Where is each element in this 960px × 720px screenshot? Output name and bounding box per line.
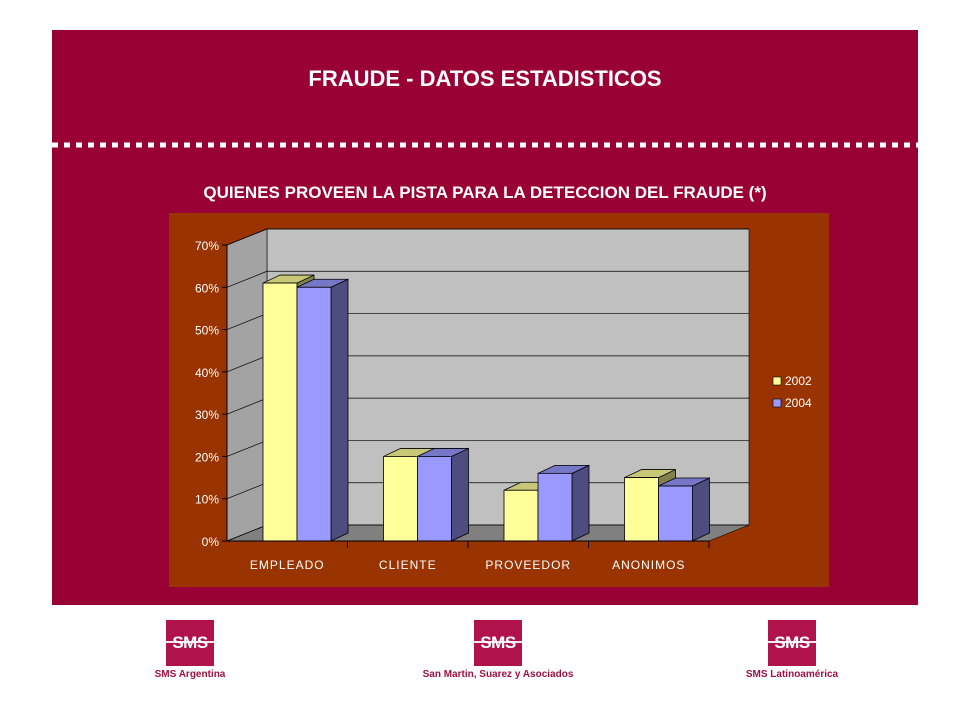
bar-side-2004-cliente: [451, 447, 469, 542]
bar-2004-cliente: [417, 456, 452, 542]
gridline: [226, 270, 749, 288]
bar-2004-proveedor: [537, 472, 573, 542]
x-tick-label: EMPLEADO: [250, 558, 325, 572]
x-tick-label: PROVEEDOR: [485, 558, 571, 572]
y-tick-label: 70%: [195, 239, 219, 253]
legend-label-2002: 2002: [785, 374, 812, 388]
bar-2004-empleado: [296, 286, 332, 542]
y-tick-label: 50%: [195, 324, 219, 338]
y-tick-label: 10%: [195, 493, 219, 507]
bar-2004-anonimos: [658, 485, 693, 542]
sms-logo-mark: SMS: [166, 620, 214, 666]
y-tick-label: 30%: [195, 408, 219, 422]
chart-subtitle: QUIENES PROVEEN LA PISTA PARA LA DETECCI…: [203, 183, 767, 202]
x-tick-label: ANONIMOS: [612, 558, 685, 572]
logo-sms-san-martin: SMS San Martin, Suarez y Asociados: [388, 620, 608, 680]
bar-2002-proveedor: [503, 489, 539, 542]
bar-chart: 0% 10% 20% 30% 40% 50% 60% 70% EMPLEADO CLIENTE PR…: [195, 228, 812, 572]
logo-caption: SMS Latinoamérica: [745, 669, 839, 680]
slide-title: FRAUDE - DATOS ESTADISTICOS: [308, 66, 662, 91]
legend-swatch-2002: [772, 376, 782, 386]
logo-sms-latinoamerica: SMS SMS Latinoamérica: [682, 620, 902, 680]
legend-label-2004: 2004: [785, 396, 812, 410]
bar-side-2004-proveedor: [571, 464, 590, 542]
bar-2002-anonimos: [624, 477, 659, 542]
logo-sms-argentina: SMS SMS Argentina: [80, 620, 300, 680]
bar-2002-empleado: [262, 282, 298, 542]
x-tick-label: CLIENTE: [379, 558, 437, 572]
gridline: [226, 228, 749, 246]
y-tick-label: 40%: [195, 366, 219, 380]
bar-side-2004-empleado: [330, 278, 349, 542]
y-tick-label: 60%: [195, 281, 219, 295]
sms-logo-mark: SMS: [768, 620, 816, 666]
legend-swatch-2004: [772, 398, 782, 408]
logo-caption: San Martin, Suarez y Asociados: [422, 669, 574, 680]
logo-caption: SMS Argentina: [154, 669, 226, 680]
bar-2002-cliente: [383, 456, 418, 542]
y-tick-label: 0%: [202, 535, 220, 549]
y-tick-label: 20%: [195, 450, 219, 464]
chart-panel: 0% 10% 20% 30% 40% 50% 60% 70% EMPLEADO CLIENTE PR…: [169, 213, 829, 587]
plot-side-wall: [226, 228, 268, 542]
sms-logo-mark: SMS: [474, 620, 522, 666]
slide-background: FRAUDE - DATOS ESTADISTICOS QUIENES PROV…: [52, 30, 918, 605]
dotted-divider: [52, 142, 918, 148]
bar-side-2004-anonimos: [692, 477, 710, 542]
